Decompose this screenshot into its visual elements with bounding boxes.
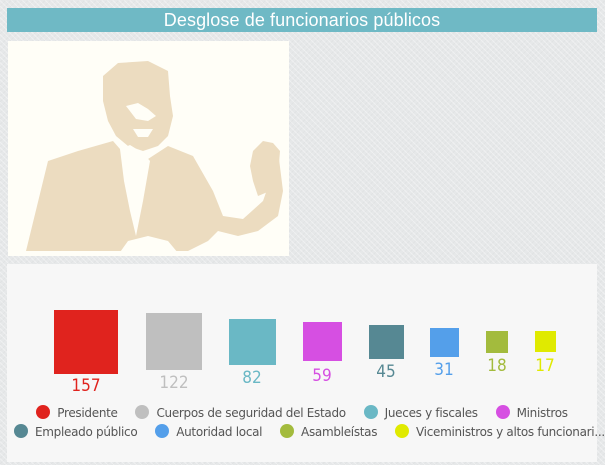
legend-dot-icon	[36, 405, 51, 419]
value-label: 18	[487, 356, 507, 376]
man-speaking-silhouette	[8, 41, 289, 256]
legend-row-1: Presidente Cuerpos de seguridad del Esta…	[7, 404, 597, 423]
legend-item-autoridad-local[interactable]: Autoridad local	[155, 423, 263, 442]
value-label: 82	[242, 368, 262, 388]
legend-dot-icon	[135, 405, 150, 419]
legend-row-2: Empleado público Autoridad local Asamble…	[7, 423, 605, 442]
legend-label: Presidente	[57, 406, 118, 420]
value-label: 17	[535, 356, 555, 376]
square-cuerpos-seguridad[interactable]	[146, 313, 202, 370]
legend-item-asambleistas[interactable]: Asambleístas	[280, 423, 377, 442]
chart-title: Desglose de funcionarios públicos	[163, 10, 441, 30]
value-label: 122	[159, 373, 189, 393]
square-presidente[interactable]	[54, 310, 118, 374]
legend-dot-icon	[395, 424, 410, 438]
legend-item-cuerpos-seguridad[interactable]: Cuerpos de seguridad del Estado	[135, 404, 346, 423]
legend-dot-icon	[363, 405, 378, 419]
value-label: 31	[434, 360, 454, 380]
legend-dot-icon	[14, 424, 28, 438]
chart-title-bar: Desglose de funcionarios públicos	[7, 8, 597, 32]
legend-label: Viceministros y altos funcionari...	[416, 425, 605, 439]
legend-dot-icon	[155, 424, 170, 438]
legend-label: Ministros	[516, 406, 568, 420]
value-label: 59	[312, 366, 332, 386]
photo-illustration	[8, 41, 289, 256]
square-viceministros[interactable]	[535, 331, 556, 352]
chart-panel: 157 122 82 59 45 31 18	[7, 264, 605, 462]
legend-label: Empleado público	[35, 425, 138, 439]
square-autoridad-local[interactable]	[430, 328, 459, 357]
legend-dot-icon	[495, 405, 510, 419]
legend-item-ministros[interactable]: Ministros	[495, 404, 568, 423]
square-asambleistas[interactable]	[486, 331, 508, 353]
legend-item-jueces-fiscales[interactable]: Jueces y fiscales	[363, 404, 478, 423]
square-ministros[interactable]	[303, 322, 342, 361]
legend-item-presidente[interactable]: Presidente	[36, 404, 118, 423]
legend-label: Cuerpos de seguridad del Estado	[156, 406, 346, 420]
square-chart: 157 122 82 59 45 31 18	[7, 264, 597, 396]
legend-item-empleado-publico[interactable]: Empleado público	[14, 423, 138, 442]
legend-dot-icon	[280, 424, 295, 438]
chart-legend: Presidente Cuerpos de seguridad del Esta…	[7, 404, 605, 442]
value-label: 45	[376, 362, 396, 382]
square-empleado-publico[interactable]	[369, 325, 404, 359]
legend-label: Jueces y fiscales	[384, 406, 478, 420]
legend-label: Autoridad local	[176, 425, 263, 439]
value-label: 157	[71, 376, 101, 396]
legend-label: Asambleístas	[301, 425, 378, 439]
square-jueces-fiscales[interactable]	[229, 319, 276, 365]
legend-item-viceministros[interactable]: Viceministros y altos funcionari...	[395, 423, 605, 442]
